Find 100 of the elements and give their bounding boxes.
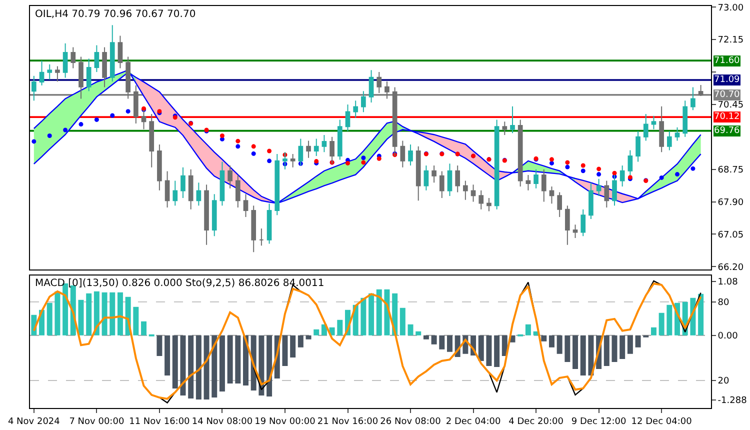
candlestick <box>565 205 570 246</box>
candlestick <box>188 168 194 210</box>
candlestick <box>361 90 366 113</box>
candlestick <box>133 84 138 124</box>
point <box>236 144 240 149</box>
bar <box>572 335 578 369</box>
bar <box>486 335 492 366</box>
bar <box>698 294 704 336</box>
bar <box>627 335 633 354</box>
bar <box>172 335 178 388</box>
candlestick <box>439 170 444 198</box>
candlestick <box>126 56 130 100</box>
bar <box>416 331 422 336</box>
candlestick <box>659 106 664 153</box>
bar <box>219 335 225 392</box>
bar <box>235 335 241 384</box>
candlestick <box>455 165 460 193</box>
candlestick <box>337 119 342 160</box>
chart-title: OIL,H4 70.79 70.96 70.67 70.70 <box>35 9 196 20</box>
candlestick <box>416 146 421 202</box>
candlestick <box>345 104 350 132</box>
point <box>251 151 256 156</box>
point <box>47 134 52 138</box>
bar <box>431 335 437 344</box>
candlestick <box>110 24 115 82</box>
bar <box>133 306 139 336</box>
y-tick-label: 66.20 <box>718 262 744 273</box>
candlestick <box>204 184 209 246</box>
candlestick <box>690 86 696 111</box>
bar <box>502 335 508 356</box>
point <box>236 138 240 144</box>
point <box>580 163 586 168</box>
candlestick <box>620 165 625 187</box>
bar <box>658 312 664 336</box>
bar <box>164 335 170 376</box>
candlestick <box>274 154 280 216</box>
candlestick <box>424 165 429 191</box>
y-tick-label: 67.05 <box>718 230 744 240</box>
candlestick <box>447 163 452 197</box>
bar <box>306 335 312 340</box>
candlestick <box>164 170 170 208</box>
bar <box>180 335 186 396</box>
candlestick <box>314 138 319 156</box>
bar <box>541 335 547 342</box>
y-tick-label: 70.45 <box>718 100 744 111</box>
point <box>675 172 680 177</box>
candlestick <box>494 119 500 210</box>
x-tick-label: 4 Dec 20:00 <box>508 416 564 427</box>
y-tick-label: 1.08 <box>718 278 738 288</box>
bar <box>282 335 288 366</box>
candlestick <box>470 184 476 202</box>
point <box>565 160 570 165</box>
y-tick-label: 0.00 <box>718 332 738 342</box>
point <box>94 117 99 122</box>
point <box>220 134 224 138</box>
ref-line-label: 70.70 <box>714 90 740 100</box>
candlestick <box>384 81 390 100</box>
y-tick-label: 67.90 <box>718 198 744 208</box>
bar <box>368 293 374 336</box>
bar <box>360 298 366 336</box>
bar <box>156 335 162 356</box>
x-tick-label: 11 Nov 16:00 <box>129 416 190 427</box>
candlestick <box>78 56 84 100</box>
point <box>78 122 84 127</box>
bar <box>54 291 60 336</box>
point <box>580 168 586 174</box>
candlestick <box>549 186 554 204</box>
candlestick <box>376 72 382 94</box>
y-tick-label: -1.288 <box>718 396 748 406</box>
candlestick <box>651 115 656 130</box>
point <box>251 144 256 149</box>
candlestick <box>102 46 107 88</box>
chart-title: MACD [0](13,50) 0.826 0.000 Sto(9,2,5) 86.8026 84.0011 <box>35 278 324 289</box>
candlestick <box>266 203 272 244</box>
bar <box>580 335 586 376</box>
candlestick <box>572 224 578 239</box>
bar <box>196 335 202 400</box>
ref-line-label: 71.09 <box>714 75 740 85</box>
candlestick <box>541 168 546 202</box>
candlestick <box>94 44 100 73</box>
y-tick-label: 72.15 <box>718 36 744 46</box>
candlestick <box>674 126 680 142</box>
bar <box>243 335 248 386</box>
candlestick <box>55 66 60 82</box>
x-tick-label: 2 Dec 04:00 <box>446 416 501 427</box>
candlestick <box>596 178 602 197</box>
ref-line-label: 71.60 <box>714 56 740 66</box>
candlestick <box>118 35 123 69</box>
bar <box>86 293 92 336</box>
candlestick <box>32 75 36 102</box>
point <box>376 156 382 161</box>
candlestick <box>557 192 562 218</box>
candlestick <box>86 58 92 92</box>
candlestick <box>330 136 334 164</box>
bar <box>478 335 484 361</box>
point <box>32 139 36 144</box>
candlestick <box>180 166 186 198</box>
x-tick-label: 26 Nov 08:00 <box>380 416 442 427</box>
ref-line-label: 70.12 <box>714 112 740 122</box>
candlestick <box>47 64 52 80</box>
